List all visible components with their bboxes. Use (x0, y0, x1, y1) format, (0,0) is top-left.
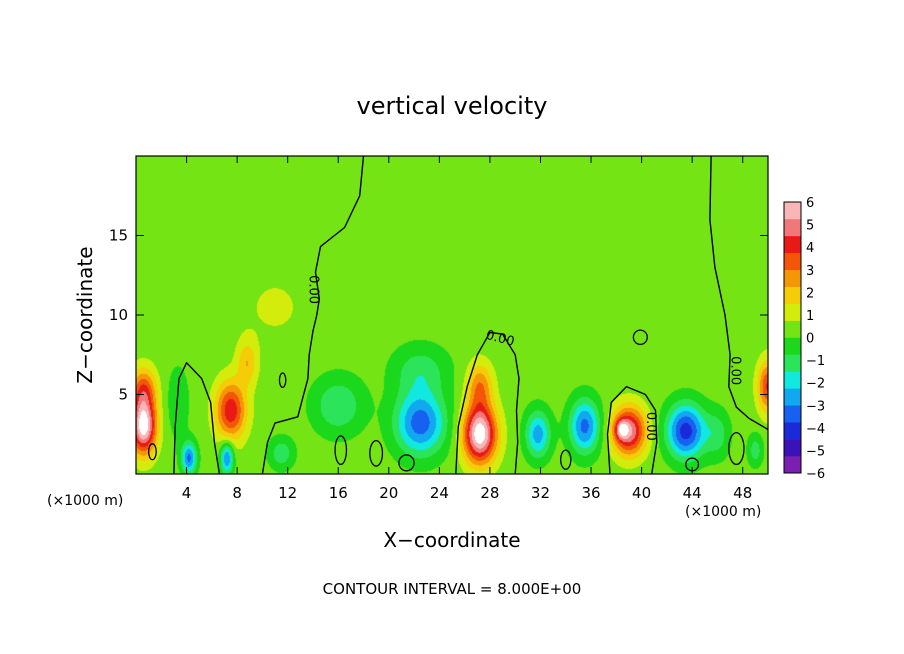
colorbar-label: −2 (806, 377, 825, 392)
colorbar-cells (784, 202, 801, 474)
x-tick-label: 36 (581, 484, 600, 502)
colorbar-cell (784, 422, 801, 440)
colorbar-label: −1 (806, 354, 825, 369)
x-tick-label: 4 (182, 484, 192, 502)
zero-contour-line-5 (709, 155, 769, 431)
colorbar-cell (784, 303, 801, 321)
colorbar-label: 2 (806, 286, 814, 301)
contour-label-3: 0.00 (643, 412, 658, 441)
colorbar-cell (784, 235, 801, 254)
x-tick-label: 16 (329, 484, 348, 502)
closed-contour-6 (398, 454, 415, 472)
x-tick-label: 24 (430, 484, 449, 502)
colorbar-cell (784, 286, 801, 304)
colorbar-label: 4 (806, 241, 814, 256)
zero-contours (147, 155, 769, 475)
contour-labels: 0.00 0.00 0.00 0.00 (305, 275, 742, 441)
colorbar-label: 0 (806, 332, 814, 347)
y-axis-label: Z−coordinate (73, 246, 97, 383)
closed-contour-1 (632, 329, 648, 346)
zero-contour-line-3 (455, 331, 520, 475)
colorbar-cell (784, 337, 801, 355)
colorbar-labels: 6 5 4 3 2 1 0 −1 −2 −3 −4 −5 −6 (806, 196, 825, 482)
x-tick-label: 32 (531, 484, 550, 502)
colorbar-cell (784, 439, 801, 457)
colorbar-cell (784, 320, 801, 338)
contour-interval-note: CONTOUR INTERVAL = 8.000E+00 (323, 580, 582, 598)
closed-contour-7 (560, 449, 572, 470)
colorbar-label: 3 (806, 264, 814, 279)
colorbar-label: −6 (806, 467, 825, 482)
contour-label-2: 0.00 (484, 328, 516, 350)
plot-area: 0.000.000.000.00 4 8 12 16 20 24 28 32 36 40 44 48 … (109, 155, 769, 502)
x-axis-label: X−coordinate (383, 528, 520, 552)
contour-label-4: 0.00 (728, 356, 743, 385)
colorbar-label: −4 (806, 422, 825, 437)
closed-contour-3 (147, 443, 157, 461)
chart-title: vertical velocity (357, 92, 548, 120)
colorbar-cell (784, 218, 801, 237)
contour-label-1: 0.00 (305, 275, 320, 304)
y-tick-label: 10 (109, 306, 128, 324)
x-unit-label-right: (×1000 m) (685, 504, 761, 520)
closed-contour-4 (334, 435, 348, 466)
colorbar-frame (783, 201, 802, 474)
colorbar: 6 5 4 3 2 1 0 −1 −2 −3 −4 −5 −6 (783, 196, 825, 482)
colorbar-cell (784, 269, 801, 287)
zero-contour-line-1 (261, 155, 365, 475)
closed-contour-2 (278, 372, 287, 388)
x-tick-label: 28 (480, 484, 499, 502)
colorbar-label: −3 (806, 399, 825, 414)
x-tick-label: 44 (683, 484, 702, 502)
x-axis-ticks: 4 8 12 16 20 24 28 32 36 40 44 48 (182, 156, 752, 502)
closed-contour-5 (369, 439, 384, 467)
colorbar-label: 5 (806, 219, 814, 234)
x-tick-label: 8 (232, 484, 242, 502)
colorbar-cell (784, 252, 801, 271)
colorbar-label: 6 (806, 196, 814, 211)
x-tick-label: 12 (278, 484, 297, 502)
zero-contour-line-4 (606, 385, 658, 475)
y-axis-ticks: 5 10 15 (109, 227, 768, 404)
colorbar-label: −5 (806, 444, 825, 459)
colorbar-cell (784, 388, 801, 406)
x-tick-label: 40 (632, 484, 651, 502)
y-tick-label: 15 (109, 227, 128, 245)
x-tick-label: 48 (733, 484, 752, 502)
velocity-field (136, 156, 768, 474)
x-tick-label: 20 (379, 484, 398, 502)
colorbar-cell (784, 371, 801, 389)
x-unit-label-left: (×1000 m) (47, 493, 123, 509)
closed-contour-9 (728, 432, 745, 466)
colorbar-cell (784, 456, 801, 474)
y-tick-label: 5 (118, 386, 128, 404)
colorbar-cell (784, 354, 801, 372)
zero-contour-line-2 (173, 362, 221, 475)
colorbar-label: 1 (806, 309, 814, 324)
colorbar-cell (784, 202, 801, 220)
colorbar-cell (784, 405, 801, 423)
